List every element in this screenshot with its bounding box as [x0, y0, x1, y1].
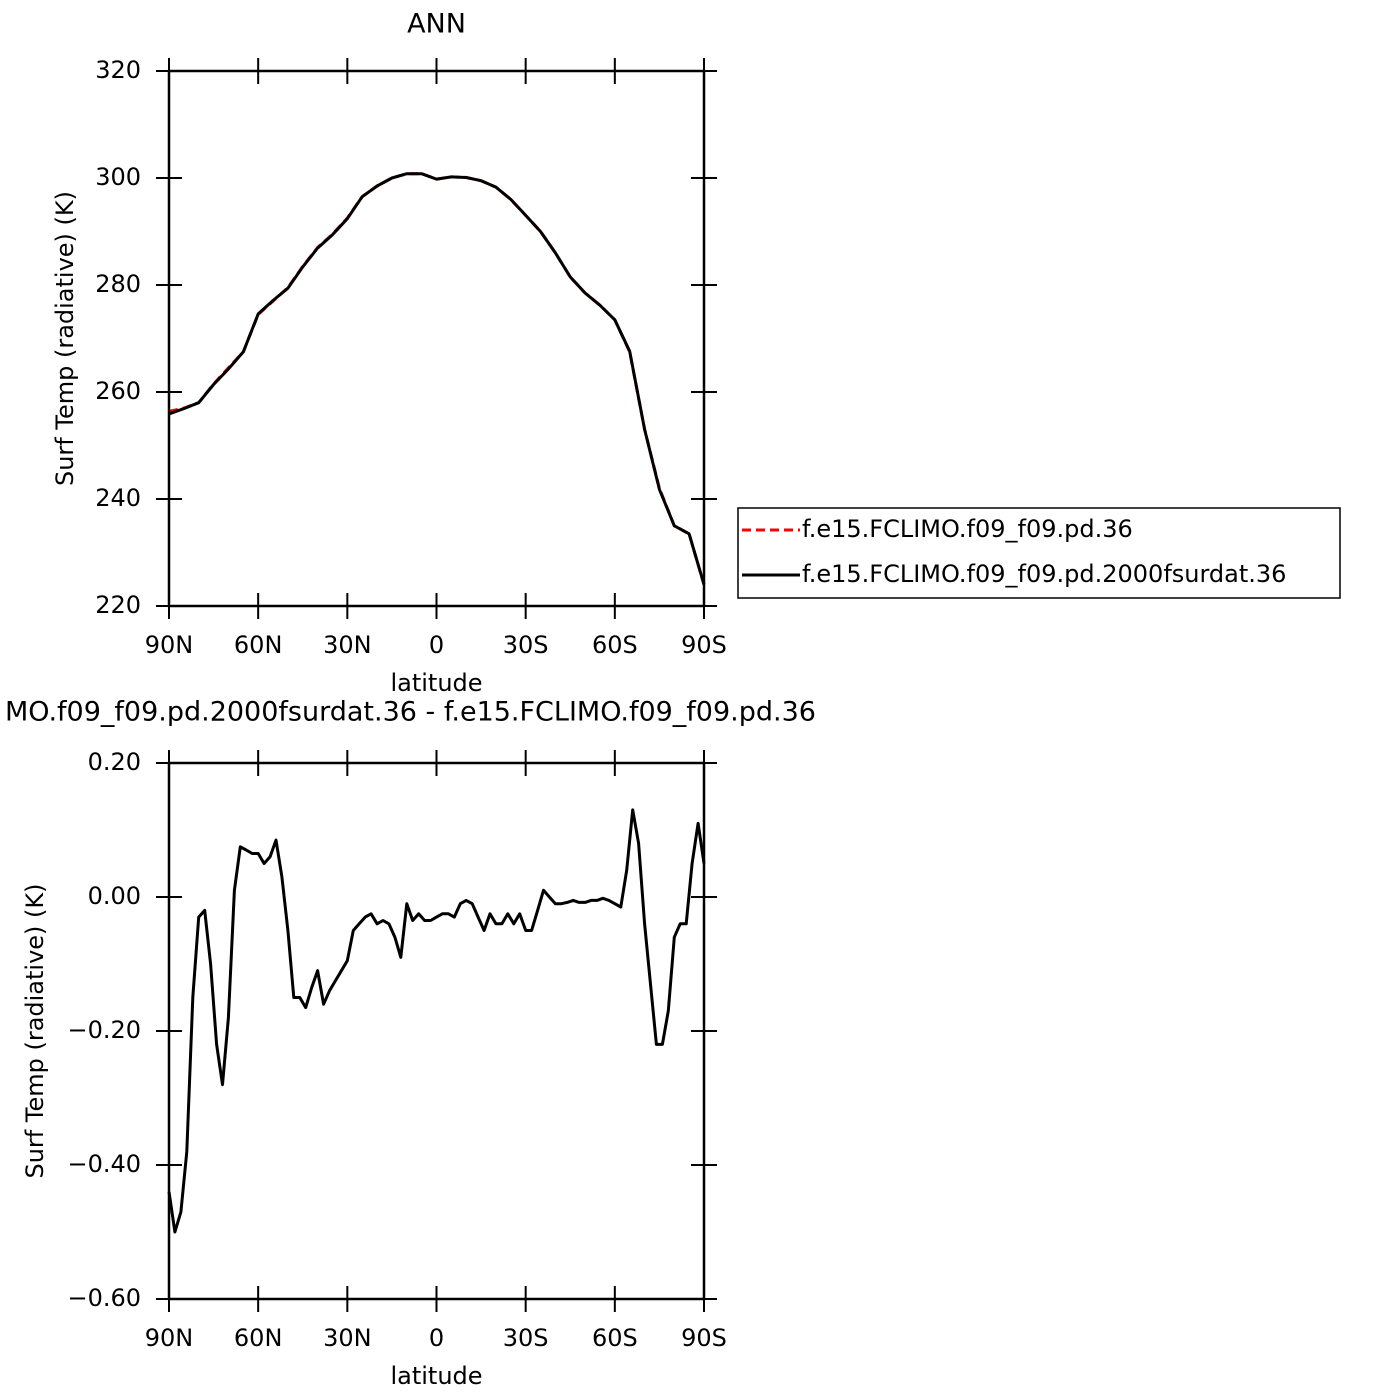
y-tick-label: 0.00: [88, 882, 141, 910]
x-axis-label: latitude: [390, 1362, 482, 1390]
x-axis-label: latitude: [390, 669, 482, 697]
y-axis-label: Surf Temp (radiative) (K): [21, 883, 49, 1178]
x-tick-label: 30N: [323, 631, 372, 659]
series-line: [167, 808, 706, 1234]
y-axis-label: Surf Temp (radiative) (K): [51, 191, 79, 486]
y-tick-label: −0.20: [67, 1016, 141, 1044]
x-tick-label: 60S: [592, 1324, 638, 1352]
plot-frame: [167, 69, 706, 608]
x-tick-label: 60N: [234, 1324, 283, 1352]
legend-label: f.e15.FCLIMO.f09_f09.pd.36: [802, 515, 1133, 543]
x-tick-label: 30S: [503, 631, 549, 659]
y-tick-label: 260: [95, 377, 141, 405]
legend-box: [737, 507, 1341, 599]
y-tick-label: 0.20: [88, 748, 141, 776]
x-tick-label: 30S: [503, 1324, 549, 1352]
y-tick-label: 320: [95, 56, 141, 84]
x-tick-label: 0: [429, 1324, 444, 1352]
x-tick-label: 90S: [681, 1324, 727, 1352]
y-tick-label: 280: [95, 270, 141, 298]
x-tick-label: 30N: [323, 1324, 372, 1352]
chart-title: ANN: [407, 9, 466, 40]
x-tick-label: 0: [429, 631, 444, 659]
x-tick-label: 90S: [681, 631, 727, 659]
series-line: [168, 172, 706, 586]
y-tick-label: 300: [95, 163, 141, 191]
x-tick-label: 90N: [145, 631, 194, 659]
y-tick-label: −0.60: [67, 1284, 141, 1312]
y-tick-label: −0.40: [67, 1150, 141, 1178]
series-line: [168, 172, 706, 586]
y-tick-label: 240: [95, 484, 141, 512]
x-tick-label: 90N: [145, 1324, 194, 1352]
legend-label: f.e15.FCLIMO.f09_f09.pd.2000fsurdat.36: [802, 560, 1286, 588]
chart-title: MO.f09_f09.pd.2000fsurdat.36 - f.e15.FCL…: [5, 697, 816, 728]
y-tick-label: 220: [95, 591, 141, 619]
plot-frame: [167, 761, 706, 1301]
x-tick-label: 60N: [234, 631, 283, 659]
x-tick-label: 60S: [592, 631, 638, 659]
